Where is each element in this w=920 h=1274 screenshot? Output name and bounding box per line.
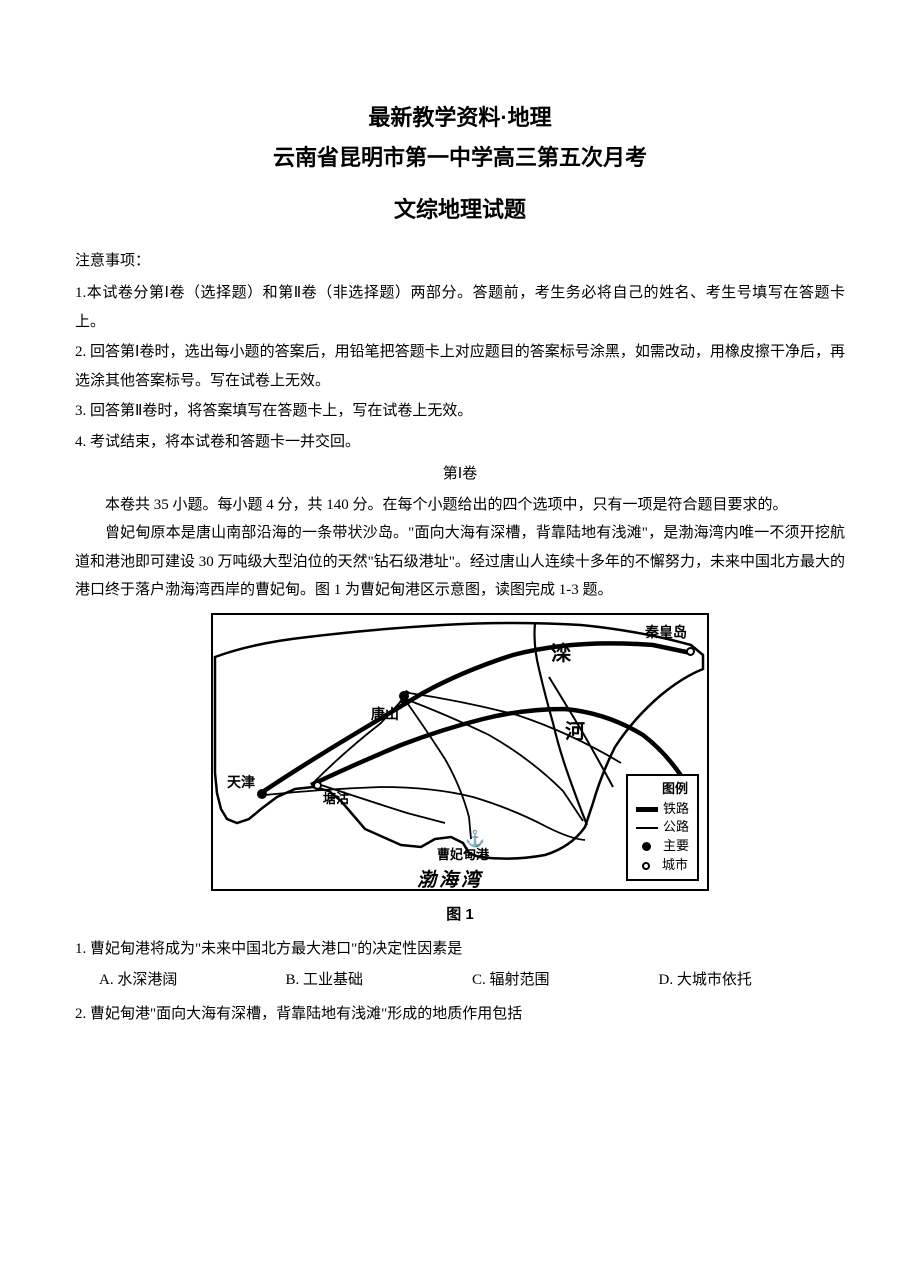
legend-title: 图例 — [636, 780, 689, 799]
legend-swatch-major — [642, 842, 651, 851]
legend-row-major: 主要 — [636, 837, 689, 856]
option-d: D. 大城市依托 — [659, 966, 846, 995]
notice-item: 2. 回答第Ⅰ卷时，选出每小题的答案后，用铅笔把答题卡上对应题目的答案标号涂黑，… — [75, 338, 845, 395]
map-caption: 图 1 — [211, 901, 709, 930]
notice-heading: 注意事项： — [75, 247, 845, 276]
river-label-he: 河 — [565, 713, 585, 751]
notice-item: 1.本试卷分第Ⅰ卷（选择题）和第Ⅱ卷（非选择题）两部分。答题前，考生务必将自己的… — [75, 279, 845, 336]
city-dot-tianjin — [257, 789, 267, 799]
title-section: 文综地理试题 — [75, 189, 845, 231]
option-a: A. 水深港阔 — [99, 966, 286, 995]
legend-label-major: 主要 — [663, 837, 689, 856]
legend-swatch-railway — [636, 807, 658, 812]
option-c: C. 辐射范围 — [472, 966, 659, 995]
volume-description: 本卷共 35 小题。每小题 4 分，共 140 分。在每个小题给出的四个选项中，… — [75, 491, 845, 520]
passage-text: 曾妃甸原本是唐山南部沿海的一条带状沙岛。"面向大海有深槽，背靠陆地有浅滩"，是渤… — [75, 519, 845, 605]
river-label-luan: 滦 — [551, 635, 571, 673]
city-dot-tangshan — [399, 691, 409, 701]
city-label-tianjin: 天津 — [227, 769, 255, 796]
legend-swatch-road — [636, 827, 658, 829]
city-label-tanggu: 塘沽 — [323, 787, 349, 812]
title-main: 最新教学资料·地理 — [75, 98, 845, 138]
legend-swatch-city — [642, 862, 650, 870]
map-box: 秦皇岛 唐山 天津 塘沽 滦 河 ⚓ 曹妃甸港 渤海湾 图例 铁路 公路 主要 — [211, 613, 709, 891]
city-label-qinhuangdao: 秦皇岛 — [645, 619, 687, 646]
legend-label-city: 城市 — [662, 856, 688, 875]
legend-row-road: 公路 — [636, 818, 689, 837]
legend-row-city: 城市 — [636, 856, 689, 875]
city-dot-tanggu — [313, 781, 322, 790]
question-1-stem: 1. 曹妃甸港将成为"未来中国北方最大港口"的决定性因素是 — [75, 935, 845, 964]
volume-heading: 第Ⅰ卷 — [75, 460, 845, 489]
notice-item: 4. 考试结束，将本试卷和答题卡一并交回。 — [75, 428, 845, 457]
option-b: B. 工业基础 — [286, 966, 473, 995]
map-legend: 图例 铁路 公路 主要 城市 — [626, 774, 699, 881]
city-label-tangshan: 唐山 — [371, 701, 399, 728]
question-1-options: A. 水深港阔 B. 工业基础 C. 辐射范围 D. 大城市依托 — [75, 966, 845, 995]
city-dot-qinhuangdao — [686, 647, 695, 656]
legend-row-railway: 铁路 — [636, 800, 689, 819]
map-figure: 秦皇岛 唐山 天津 塘沽 滦 河 ⚓ 曹妃甸港 渤海湾 图例 铁路 公路 主要 — [211, 613, 709, 930]
legend-label-railway: 铁路 — [663, 800, 689, 819]
question-2-stem: 2. 曹妃甸港"面向大海有深槽，背靠陆地有浅滩"形成的地质作用包括 — [75, 1000, 845, 1029]
sea-label: 渤海湾 — [417, 863, 483, 891]
title-sub: 云南省昆明市第一中学高三第五次月考 — [75, 138, 845, 178]
legend-label-road: 公路 — [663, 818, 689, 837]
notice-item: 3. 回答第Ⅱ卷时，将答案填写在答题卡上，写在试卷上无效。 — [75, 397, 845, 426]
